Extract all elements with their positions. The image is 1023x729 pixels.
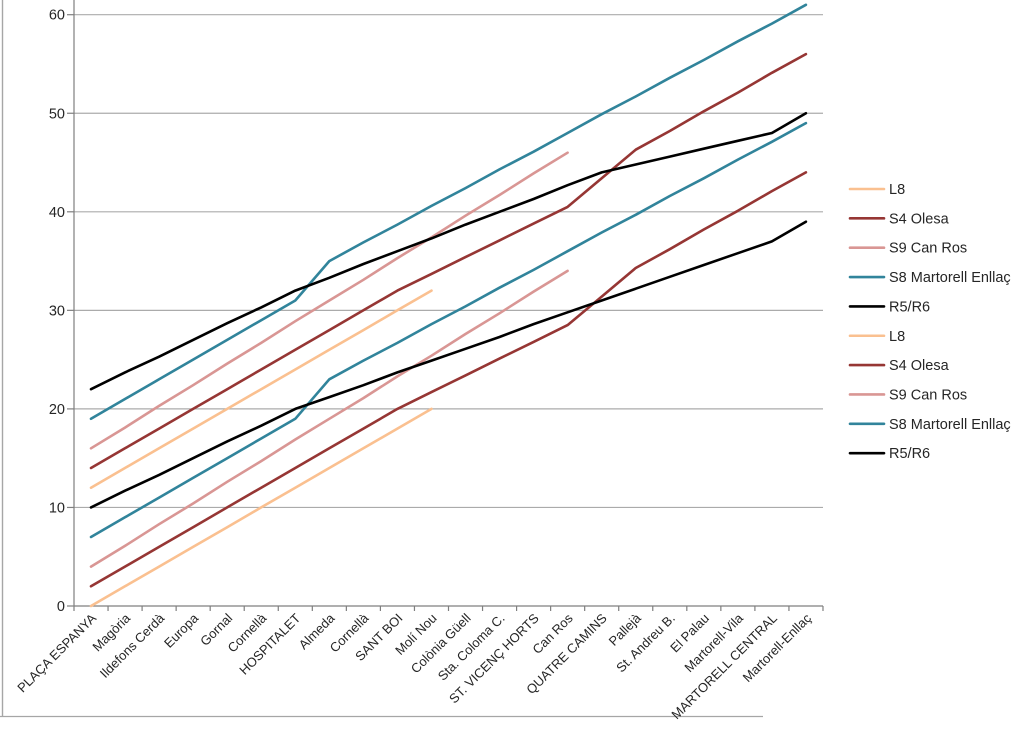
legend-item-label[interactable]: L8: [889, 329, 905, 345]
series-line-2-s9-can-ros[interactable]: [89, 151, 569, 450]
y-axis-label: 30: [49, 303, 65, 319]
series-line-9-r5-r6[interactable]: [89, 220, 808, 509]
legend-item-label[interactable]: S4 Olesa: [889, 211, 950, 227]
y-axis-label: 20: [49, 402, 65, 418]
legend-item-label[interactable]: R5/R6: [889, 446, 930, 462]
series-line-6-s4-olesa[interactable]: [89, 171, 808, 588]
series-line-1-s4-olesa[interactable]: [89, 52, 808, 470]
legend-item-label[interactable]: L8: [889, 182, 905, 198]
legend-item-label[interactable]: S8 Martorell Enllaç: [889, 270, 1011, 286]
legend-item-label[interactable]: S9 Can Ros: [889, 241, 967, 257]
legend-item-label[interactable]: S8 Martorell Enllaç: [889, 417, 1011, 433]
legend-item-label[interactable]: S4 Olesa: [889, 358, 950, 374]
series-line-8-s8-martorell-enlla-[interactable]: [89, 121, 808, 539]
series-line-7-s9-can-ros[interactable]: [89, 269, 569, 568]
series-line-4-r5-r6[interactable]: [89, 112, 808, 391]
legend-item-label[interactable]: S9 Can Ros: [889, 387, 967, 403]
series-line-0-l8[interactable]: [89, 289, 433, 490]
y-axis-label: 10: [49, 500, 65, 516]
y-axis-label: 50: [49, 106, 65, 122]
series-line-5-l8[interactable]: [89, 407, 433, 608]
legend-item-label[interactable]: R5/R6: [889, 299, 930, 315]
y-axis-label: 40: [49, 205, 65, 221]
x-axis-label: PLAÇA ESPANYA: [14, 610, 99, 695]
x-axis-label: Europa: [161, 610, 202, 651]
series-line-3-s8-martorell-enlla-[interactable]: [89, 3, 808, 421]
y-axis-label: 60: [49, 8, 65, 24]
y-axis-label: 0: [57, 599, 65, 615]
